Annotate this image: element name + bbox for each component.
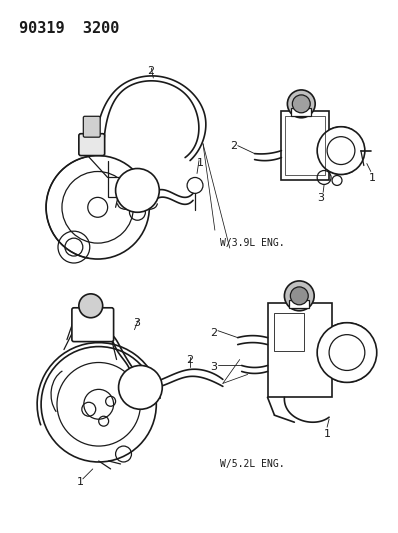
Text: 2: 2	[210, 328, 217, 338]
Text: 1: 1	[197, 158, 204, 167]
Text: 90319  3200: 90319 3200	[19, 21, 120, 36]
FancyBboxPatch shape	[79, 134, 105, 156]
FancyBboxPatch shape	[72, 308, 113, 342]
Text: 3: 3	[317, 193, 324, 204]
Bar	[107, 177, 135, 197]
Text: 2: 2	[186, 354, 193, 365]
Bar	[275, 313, 304, 351]
Text: W/5.2L ENG.: W/5.2L ENG.	[220, 459, 285, 469]
Circle shape	[285, 281, 314, 311]
Text: 3: 3	[210, 362, 217, 373]
Text: 1: 1	[369, 173, 376, 183]
Circle shape	[287, 90, 315, 118]
Text: 2: 2	[230, 141, 237, 151]
Bar	[291, 108, 311, 116]
Text: 1: 1	[77, 477, 84, 487]
Bar	[289, 300, 309, 308]
FancyBboxPatch shape	[83, 116, 100, 137]
FancyBboxPatch shape	[281, 111, 329, 181]
Text: 1: 1	[324, 429, 331, 439]
Circle shape	[291, 287, 308, 305]
Circle shape	[317, 322, 377, 382]
Circle shape	[115, 168, 159, 212]
Circle shape	[317, 127, 365, 174]
Circle shape	[119, 366, 162, 409]
Text: 3: 3	[133, 318, 140, 328]
Circle shape	[293, 95, 310, 113]
Text: 2: 2	[147, 66, 154, 76]
Text: W/3.9L ENG.: W/3.9L ENG.	[220, 238, 285, 248]
Circle shape	[79, 294, 103, 318]
FancyBboxPatch shape	[267, 303, 332, 397]
